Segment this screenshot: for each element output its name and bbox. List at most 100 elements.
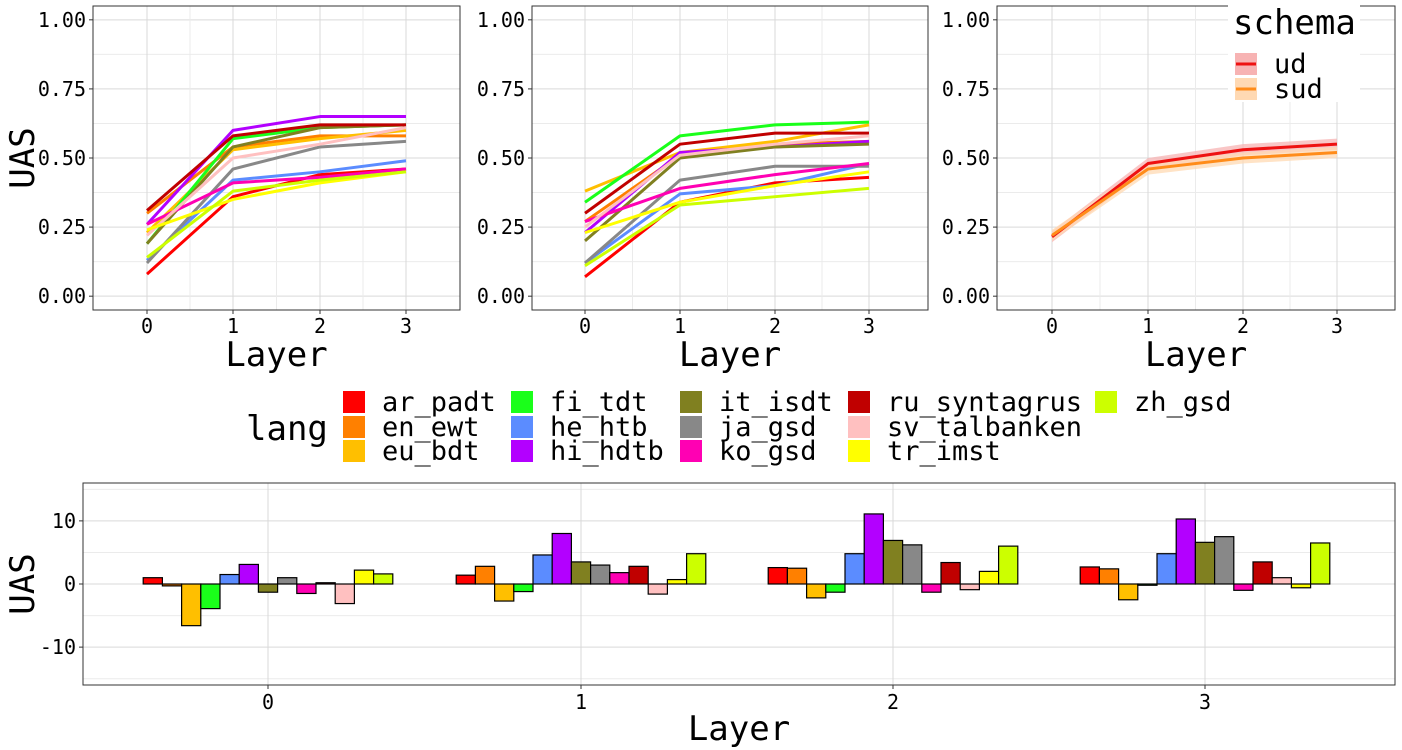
series-line-tr_imst <box>584 170 870 235</box>
y-tick-label: 0.75 <box>942 77 990 101</box>
bar-ja_gsd-layer-2 <box>901 544 923 585</box>
bar-fi_tdt-layer-3 <box>1137 583 1158 586</box>
lang-legend-label-tr_imst: tr_imst <box>887 436 1001 467</box>
x-tick-label: 2 <box>314 314 326 338</box>
lang-legend-label-he_htb: he_htb <box>550 412 648 443</box>
bar-tr_imst-layer-3 <box>1290 583 1312 589</box>
bar-it_isdt-layer-2 <box>882 539 904 585</box>
lang-legend-label-sv_talbanken: sv_talbanken <box>887 412 1082 443</box>
bar-he_htb-layer-1 <box>532 554 553 585</box>
bar-ar_padt-layer-2 <box>767 566 789 585</box>
y-tick-label: 0.50 <box>942 146 990 170</box>
lang-legend-swatch-hi_hdtb <box>511 440 533 462</box>
series-line-ru_syntagrus <box>146 123 406 212</box>
bar-it_isdt-layer-3 <box>1194 541 1216 585</box>
schema-legend-label-sud: sud <box>1274 74 1323 105</box>
y-tick-label: 10 <box>52 509 76 533</box>
x-tick-label: 1 <box>227 314 239 338</box>
y-tick-label: 0.75 <box>477 77 525 101</box>
lang-legend-label-ru_syntagrus: ru_syntagrus <box>887 387 1082 418</box>
top-right-panel: 0.00 0.25 0.50 0.75 1.00 0 1 2 3 Layer <box>942 5 1396 375</box>
y-tick-label: 0.25 <box>38 215 86 239</box>
x-tick-label: 0 <box>141 314 153 338</box>
x-tick-label: 2 <box>769 314 781 338</box>
bar-en_ewt-layer-1 <box>474 565 496 585</box>
y-tick-label: 1.00 <box>942 8 990 32</box>
bar-fi_tdt-layer-1 <box>513 583 534 593</box>
y-tick-label: 0.75 <box>38 77 86 101</box>
bar-ru_syntagrus-layer-2 <box>940 561 961 585</box>
x-tick-label: 2 <box>887 690 899 714</box>
bar-ja_gsd-layer-3 <box>1213 536 1235 585</box>
lang-legend-label-hi_hdtb: hi_hdtb <box>550 436 664 467</box>
lang-legend-swatch-ko_gsd <box>680 440 702 462</box>
lang-legend-label-en_ewt: en_ewt <box>382 412 480 443</box>
bar-sv_talbanken-layer-0 <box>334 583 356 605</box>
y-tick-label: 0.00 <box>38 284 86 308</box>
x-tick-label: 1 <box>1142 314 1154 338</box>
y-tick-label: 0.00 <box>477 284 525 308</box>
bar-hi_hdtb-layer-3 <box>1175 518 1196 585</box>
top-left-panel: 0.00 0.25 0.50 0.75 1.00 0 1 2 3 Layer UAS <box>3 5 461 375</box>
x-tick-label: 3 <box>1331 314 1343 338</box>
lang-legend-swatch-sv_talbanken <box>848 416 870 438</box>
bar-zh_gsd-layer-3 <box>1309 542 1331 585</box>
lang-legend-label-fi_tdt: fi_tdt <box>550 387 648 418</box>
bar-ja_gsd-layer-0 <box>277 577 298 585</box>
lang-legend-label-it_isdt: it_isdt <box>719 387 833 418</box>
top-middle-panel: 0.00 0.25 0.50 0.75 1.00 0 1 2 3 Layer <box>477 5 929 375</box>
bar-it_isdt-layer-0 <box>257 583 279 593</box>
y-tick-label: 0.50 <box>477 146 525 170</box>
series-line-ru_syntagrus <box>584 131 869 215</box>
bar-eu_bdt-layer-0 <box>181 583 202 627</box>
y-tick-label: 0.50 <box>38 146 86 170</box>
bottom-panel: -10 0 10 0 1 2 3 Layer UAS <box>3 482 1396 749</box>
x-tick-label: 3 <box>1199 690 1211 714</box>
bar-ru_syntagrus-layer-3 <box>1252 561 1273 585</box>
bar-hi_hdtb-layer-2 <box>863 513 885 585</box>
series-line-sud <box>1051 150 1338 237</box>
bar-en_ewt-layer-3 <box>1098 568 1120 585</box>
bar-eu_bdt-layer-1 <box>494 583 515 602</box>
x-tick-label: 1 <box>674 314 686 338</box>
series-line-sv_talbanken <box>145 126 407 237</box>
bar-sv_talbanken-layer-3 <box>1271 577 1292 585</box>
bar-eu_bdt-layer-2 <box>805 583 827 599</box>
series-line-sv_talbanken <box>584 134 870 229</box>
series-line-he_htb <box>145 159 407 262</box>
lang-legend-swatch-ja_gsd <box>680 416 702 438</box>
lang-legend-swatch-he_htb <box>511 416 533 438</box>
bar-ko_gsd-layer-1 <box>609 572 630 585</box>
lang-legend-label-ja_gsd: ja_gsd <box>719 412 817 443</box>
bar-he_htb-layer-0 <box>219 573 240 585</box>
x-tick-label: 2 <box>1237 314 1249 338</box>
x-axis-title: Layer <box>688 709 790 749</box>
bar-en_ewt-layer-0 <box>161 583 183 587</box>
bar-hi_hdtb-layer-0 <box>238 563 259 585</box>
bar-tr_imst-layer-0 <box>353 569 375 585</box>
bar-tr_imst-layer-2 <box>978 570 1000 585</box>
series-line-he_htb <box>584 162 870 265</box>
series-line-zh_gsd <box>584 186 870 268</box>
series-line-ko_gsd <box>584 162 870 223</box>
y-tick-label: 1.00 <box>477 8 525 32</box>
lang-legend-swatch-fi_tdt <box>511 391 533 413</box>
bar-fi_tdt-layer-2 <box>825 583 846 593</box>
lang-legend-swatch-en_ewt <box>343 416 365 438</box>
lang-legend-swatch-it_isdt <box>680 391 702 413</box>
bar-ar_padt-layer-0 <box>142 577 163 585</box>
series-line-hi_hdtb <box>145 115 406 226</box>
lang-legend-swatch-tr_imst <box>848 440 870 462</box>
series-line-ja_gsd <box>584 164 869 265</box>
x-tick-label: 0 <box>579 314 591 338</box>
bar-zh_gsd-layer-2 <box>997 545 1019 585</box>
x-axis-title: Layer <box>1145 335 1247 375</box>
y-tick-label: 0 <box>64 572 76 596</box>
schema-legend-title: schema <box>1233 3 1356 43</box>
lang-legend-swatch-ru_syntagrus <box>848 391 870 413</box>
lang-legend-label-ar_padt: ar_padt <box>382 387 496 418</box>
bar-ko_gsd-layer-2 <box>921 583 942 593</box>
